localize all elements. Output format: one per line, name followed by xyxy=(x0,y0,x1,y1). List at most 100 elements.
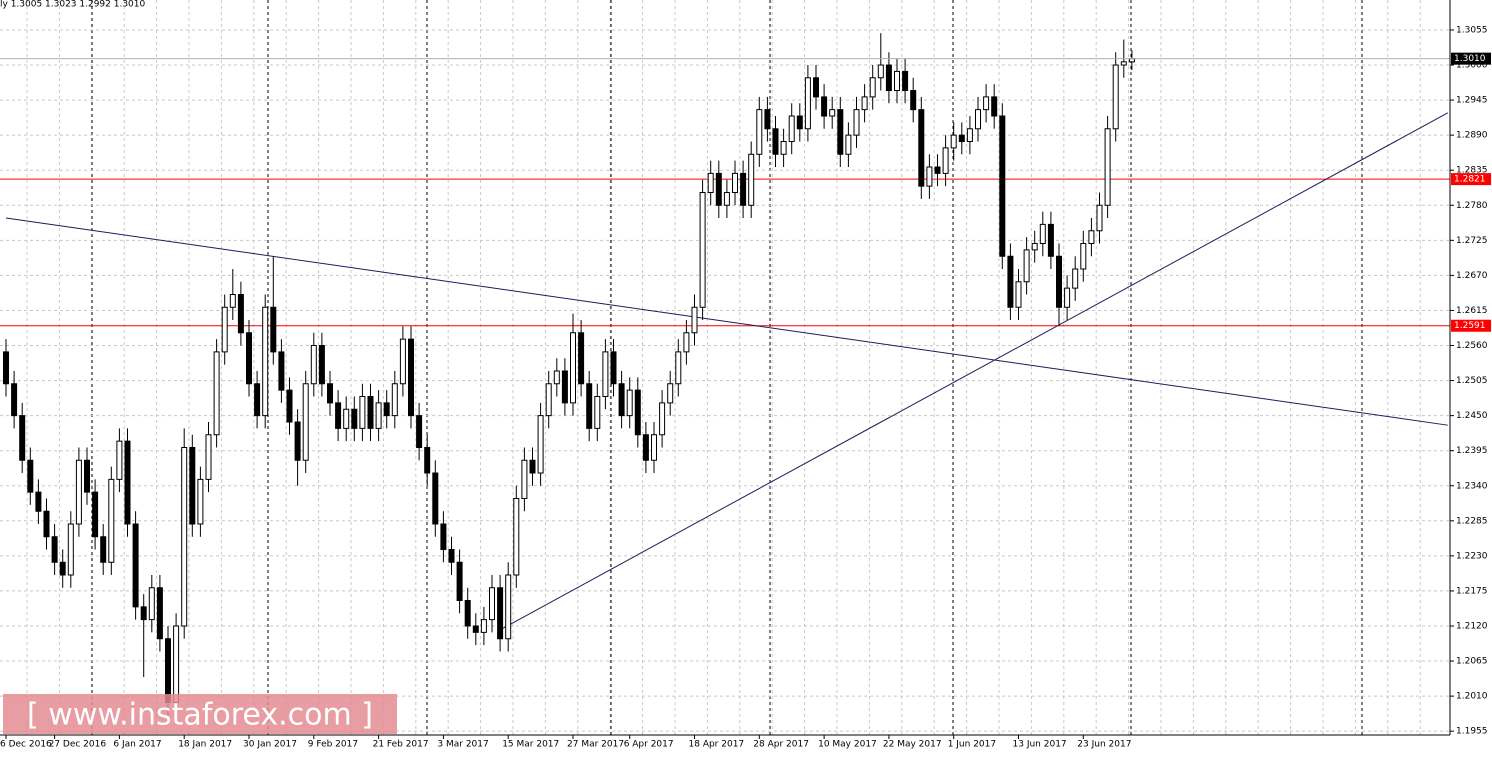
candle-body xyxy=(885,64,892,92)
candle-body xyxy=(229,294,236,308)
x-tick-label: 10 May 2017 xyxy=(818,740,877,750)
candle-body xyxy=(189,447,196,525)
candle-body xyxy=(804,77,811,130)
candle-body xyxy=(278,351,285,391)
candle-body xyxy=(537,415,544,474)
candle-body xyxy=(124,440,131,525)
x-tick-label: 1 Jun 2017 xyxy=(948,740,996,750)
candle-body xyxy=(1088,230,1095,245)
candle-body xyxy=(983,96,990,111)
y-tick-label: 1.2010 xyxy=(1456,692,1488,702)
time-axis xyxy=(0,735,1492,763)
candle-body xyxy=(1072,268,1079,289)
candle-body xyxy=(748,153,755,206)
candle-body xyxy=(84,459,90,493)
candle-body xyxy=(796,115,803,130)
candle-body xyxy=(723,192,730,206)
candle-body xyxy=(651,434,657,461)
y-tick-label: 1.2725 xyxy=(1456,236,1488,246)
price-axis xyxy=(1450,0,1492,763)
candle-body xyxy=(829,109,836,117)
candle-body xyxy=(181,447,188,627)
y-tick-label: 1.3055 xyxy=(1456,25,1488,35)
y-tick-label: 1.2945 xyxy=(1456,96,1488,106)
candle-body xyxy=(813,77,819,98)
y-tick-label: 1.2780 xyxy=(1456,201,1488,211)
candle-body xyxy=(545,383,552,417)
candle-body xyxy=(991,96,998,117)
candle-body xyxy=(999,115,1006,257)
candle-body xyxy=(926,166,933,187)
candle-body xyxy=(1039,223,1046,245)
candle-body xyxy=(327,383,333,404)
candle-body xyxy=(221,306,228,353)
candle-body xyxy=(489,587,495,621)
candle-body xyxy=(570,332,576,404)
candle-body xyxy=(294,421,301,461)
candle-body xyxy=(821,96,828,117)
candle-body xyxy=(424,447,431,474)
candle-body xyxy=(642,434,649,461)
candle-body xyxy=(513,497,520,576)
candle-body xyxy=(618,383,625,417)
x-tick-label: 28 Apr 2017 xyxy=(753,740,809,750)
candle-body xyxy=(237,294,244,334)
candle-body xyxy=(165,638,171,703)
y-tick-label: 1.2120 xyxy=(1456,621,1488,631)
candle-body xyxy=(213,351,220,436)
x-tick-label: 15 Mar 2017 xyxy=(502,740,559,750)
candle-body xyxy=(100,536,107,563)
candle-body xyxy=(140,606,147,621)
candle-body xyxy=(391,383,398,417)
y-tick-label: 1.2340 xyxy=(1456,481,1488,491)
candle-body xyxy=(497,587,504,640)
candle-body xyxy=(472,625,479,633)
candle-body xyxy=(788,115,795,143)
candle-body xyxy=(602,351,609,398)
candle-body xyxy=(246,332,252,385)
candle-body xyxy=(1007,255,1014,308)
candle-body xyxy=(756,109,763,155)
candle-body xyxy=(156,587,163,640)
candle-body xyxy=(92,491,99,538)
candle-body xyxy=(610,351,617,385)
y-tick-label: 1.3000 xyxy=(1456,61,1488,71)
candle-body xyxy=(1023,249,1030,283)
candle-body xyxy=(1047,223,1054,257)
candle-body xyxy=(343,408,350,429)
candle-body xyxy=(675,351,682,385)
candle-body xyxy=(659,402,666,436)
level-label: 1.2591 xyxy=(1454,321,1486,331)
candle-body xyxy=(375,402,382,429)
candle-body xyxy=(416,415,423,449)
candle-body xyxy=(67,523,74,576)
candle-body xyxy=(966,128,973,143)
candle-body xyxy=(667,383,674,404)
candle-body xyxy=(1104,128,1111,206)
candle-body xyxy=(43,510,50,538)
x-tick-label: 6 Apr 2017 xyxy=(624,740,674,750)
x-tick-label: 21 Feb 2017 xyxy=(373,740,429,750)
candle-body xyxy=(869,77,876,98)
candle-body xyxy=(691,306,698,334)
candle-body xyxy=(732,172,738,194)
candle-body xyxy=(408,338,414,417)
candle-body xyxy=(3,351,9,385)
candle-body xyxy=(318,345,325,385)
candle-body xyxy=(1031,243,1038,251)
candle-body xyxy=(205,434,212,480)
x-tick-label: 30 Jan 2017 xyxy=(243,740,297,750)
candle-body xyxy=(699,192,706,308)
candle-body xyxy=(950,134,957,149)
candle-body xyxy=(683,332,690,353)
y-tick-label: 1.2230 xyxy=(1456,551,1488,561)
candle-body xyxy=(740,172,747,206)
x-tick-label: 18 Apr 2017 xyxy=(689,740,745,750)
candle-body xyxy=(861,96,868,111)
candle-body xyxy=(1064,287,1071,308)
x-tick-label: 6 Jan 2017 xyxy=(113,740,161,750)
candle-body xyxy=(764,109,771,130)
candle-body xyxy=(448,548,455,563)
